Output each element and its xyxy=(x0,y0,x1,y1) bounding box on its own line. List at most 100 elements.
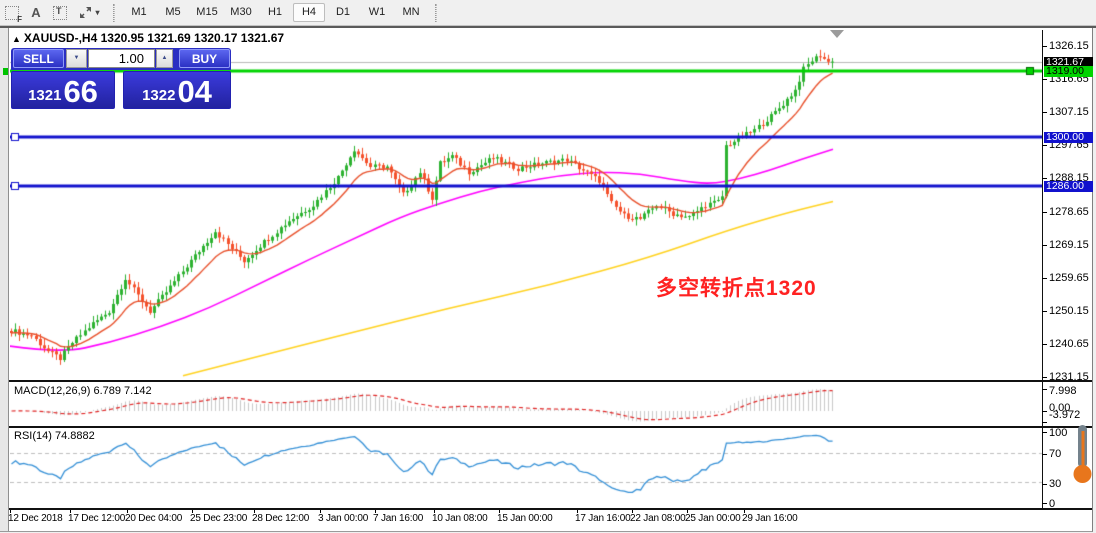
date-tick-label: 20 Dec 04:00 xyxy=(125,513,183,524)
dropdown-caret-icon[interactable]: ▾ xyxy=(95,8,100,17)
thermometer-icon[interactable] xyxy=(1071,424,1095,488)
price-tick-mark xyxy=(1042,145,1047,146)
macd-label: MACD(12,26,9) 6.789 7.142 xyxy=(14,385,152,397)
macd-axis-tick xyxy=(1042,411,1047,412)
timeframe-button-D1[interactable]: D1 xyxy=(335,6,351,18)
timeframe-button-M1[interactable]: M1 xyxy=(131,6,147,18)
rsi-canvas[interactable] xyxy=(10,428,1042,508)
date-tick-label: 22 Jan 08:00 xyxy=(630,513,686,524)
date-tick-mark xyxy=(70,510,71,513)
chart-window: ▲ XAUUSD-,H4 1320.95 1321.69 1320.17 1321… xyxy=(0,28,1093,532)
price-tick-mark xyxy=(1042,344,1047,345)
buy-price-small: 1322 xyxy=(142,87,176,104)
toolbar-grip-2[interactable] xyxy=(435,3,437,22)
chart-shift-marker-icon[interactable] xyxy=(830,30,844,38)
toolbar-grip[interactable] xyxy=(113,3,115,22)
volume-input[interactable] xyxy=(88,49,155,68)
timeframe-button-H4[interactable]: H4 xyxy=(293,3,325,22)
date-tick-label: 15 Jan 00:00 xyxy=(497,513,553,524)
level-price-label: 1286.00 xyxy=(1044,181,1093,192)
date-tick-mark xyxy=(127,510,128,513)
timeframe-button-M30[interactable]: M30 xyxy=(230,6,252,18)
macd-axis-label: -3.972 xyxy=(1049,409,1081,421)
price-tick-label: 1231.15 xyxy=(1049,371,1089,383)
price-axis-border xyxy=(1042,30,1043,510)
text-label-icon-box: T xyxy=(53,5,67,20)
window-border-shadow xyxy=(0,26,1096,28)
volume-down-button[interactable]: ▼ xyxy=(66,49,87,68)
price-tick-mark xyxy=(1042,79,1047,80)
date-tick-label: 25 Jan 00:00 xyxy=(685,513,741,524)
date-tick-label: 28 Dec 12:00 xyxy=(252,513,310,524)
green-line-left-anchor xyxy=(3,68,8,75)
date-tick-mark xyxy=(320,510,321,513)
price-tick-label: 1278.65 xyxy=(1049,206,1089,218)
rsi-axis-label: 100 xyxy=(1049,427,1068,439)
arrange-arrows-icon[interactable]: ▾ xyxy=(72,3,106,23)
collapse-triangle-icon[interactable]: ▲ xyxy=(12,34,21,44)
sell-button[interactable]: SELL xyxy=(13,49,64,68)
date-tick-mark xyxy=(254,510,255,513)
price-tick-mark xyxy=(1042,178,1047,179)
chart-annotation[interactable]: 多空转折点1320 xyxy=(656,277,817,300)
date-tick-label: 29 Jan 16:00 xyxy=(742,513,798,524)
profile-f-icon[interactable]: F xyxy=(0,3,24,24)
macd-axis-label: 0.00 xyxy=(1049,402,1071,414)
date-tick-label: 25 Dec 23:00 xyxy=(190,513,248,524)
date-tick-mark xyxy=(375,510,376,513)
left-edge-strip xyxy=(0,28,9,531)
date-tick-label: 17 Jan 16:00 xyxy=(575,513,631,524)
date-tick-mark xyxy=(434,510,435,513)
price-tick-label: 1326.15 xyxy=(1049,40,1089,52)
timeframe-button-H1[interactable]: H1 xyxy=(267,6,283,18)
price-tick-mark xyxy=(1042,245,1047,246)
sell-price-small: 1321 xyxy=(28,87,62,104)
rsi-axis-tick xyxy=(1042,454,1047,455)
timeframe-button-MN[interactable]: MN xyxy=(402,6,420,18)
date-tick-mark xyxy=(744,510,745,513)
buy-price-big: 04 xyxy=(177,74,212,109)
price-tick-mark xyxy=(1042,212,1047,213)
rsi-axis-label: 0 xyxy=(1049,498,1056,510)
macd-axis-tick xyxy=(1042,422,1047,423)
arrange-arrows-glyph xyxy=(80,7,92,18)
price-tick-mark xyxy=(1042,377,1047,378)
timeframe-button-M5[interactable]: M5 xyxy=(165,6,181,18)
chart-title-text: XAUUSD-,H4 1320.95 1321.69 1320.17 1321.… xyxy=(23,31,285,45)
price-tick-label: 1259.65 xyxy=(1049,272,1089,284)
macd-canvas[interactable] xyxy=(10,383,1042,426)
rsi-axis-tick xyxy=(1042,484,1047,485)
price-tick-mark xyxy=(1042,278,1047,279)
profile-f-icon-box: F xyxy=(5,5,22,24)
rsi-label: RSI(14) 74.8882 xyxy=(14,430,95,442)
current-price-label: 1321.67 xyxy=(1044,57,1093,68)
separator-macd-rsi[interactable] xyxy=(9,426,1092,428)
date-tick-label: 3 Jan 00:00 xyxy=(318,513,369,524)
timeframe-button-W1[interactable]: W1 xyxy=(368,6,386,18)
separator-rsi-dates xyxy=(9,508,1092,510)
buy-price-panel[interactable]: 1322 04 xyxy=(123,71,231,109)
text-label-icon-glyph: T xyxy=(56,5,62,16)
price-tick-mark xyxy=(1042,311,1047,312)
macd-axis-label: 7.998 xyxy=(1049,385,1077,397)
date-tick-mark xyxy=(499,510,500,513)
text-label-icon[interactable]: T xyxy=(48,3,72,23)
volume-up-button[interactable]: ▲ xyxy=(156,49,173,68)
separator-chart-macd[interactable] xyxy=(9,380,1092,382)
timeframe-button-M15[interactable]: M15 xyxy=(196,6,218,18)
text-a-icon[interactable]: A xyxy=(31,5,41,20)
date-tick-mark xyxy=(632,510,633,513)
price-tick-mark xyxy=(1042,46,1047,47)
buy-button[interactable]: BUY xyxy=(179,49,230,68)
sell-price-panel[interactable]: 1321 66 xyxy=(11,71,115,109)
date-tick-label: 17 Dec 12:00 xyxy=(68,513,126,524)
macd-axis-tick xyxy=(1042,389,1047,390)
rsi-axis-label: 70 xyxy=(1049,448,1062,460)
price-tick-mark xyxy=(1042,112,1047,113)
date-tick-label: 7 Jan 16:00 xyxy=(373,513,424,524)
price-tick-label: 1307.15 xyxy=(1049,106,1089,118)
toolbar: F A T ▾ M1 M5 M15 M30 H1 H4 D1 W1 MN xyxy=(0,0,1096,25)
price-tick-label: 1269.15 xyxy=(1049,239,1089,251)
rsi-axis-tick xyxy=(1042,432,1047,433)
level-price-label: 1300.00 xyxy=(1044,132,1093,143)
